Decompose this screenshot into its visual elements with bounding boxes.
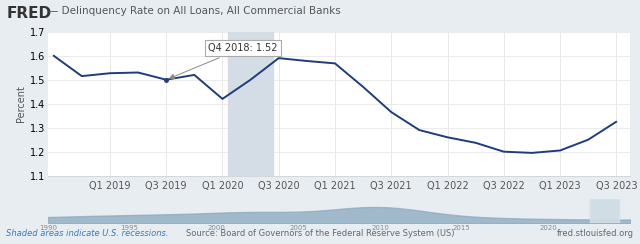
Text: 2010: 2010	[371, 225, 389, 231]
Text: 2015: 2015	[452, 225, 470, 231]
Text: Q4 2018: 1.52: Q4 2018: 1.52	[170, 43, 278, 79]
Text: Source: Board of Governors of the Federal Reserve System (US): Source: Board of Governors of the Federa…	[186, 229, 454, 238]
Y-axis label: Percent: Percent	[16, 85, 26, 122]
Text: fred.stlouisfed.org: fred.stlouisfed.org	[557, 229, 634, 238]
Text: 1995: 1995	[120, 225, 138, 231]
Bar	[589, 199, 619, 223]
Bar	[589, 199, 619, 223]
Text: 2020: 2020	[540, 225, 557, 231]
Text: 2005: 2005	[289, 225, 307, 231]
Text: FRED: FRED	[6, 6, 52, 21]
Bar	[228, 32, 273, 176]
Text: 2000: 2000	[208, 225, 226, 231]
Text: — Delinquency Rate on All Loans, All Commercial Banks: — Delinquency Rate on All Loans, All Com…	[48, 6, 340, 16]
Text: 1990: 1990	[39, 225, 57, 231]
Text: Shaded areas indicate U.S. recessions.: Shaded areas indicate U.S. recessions.	[6, 229, 169, 238]
